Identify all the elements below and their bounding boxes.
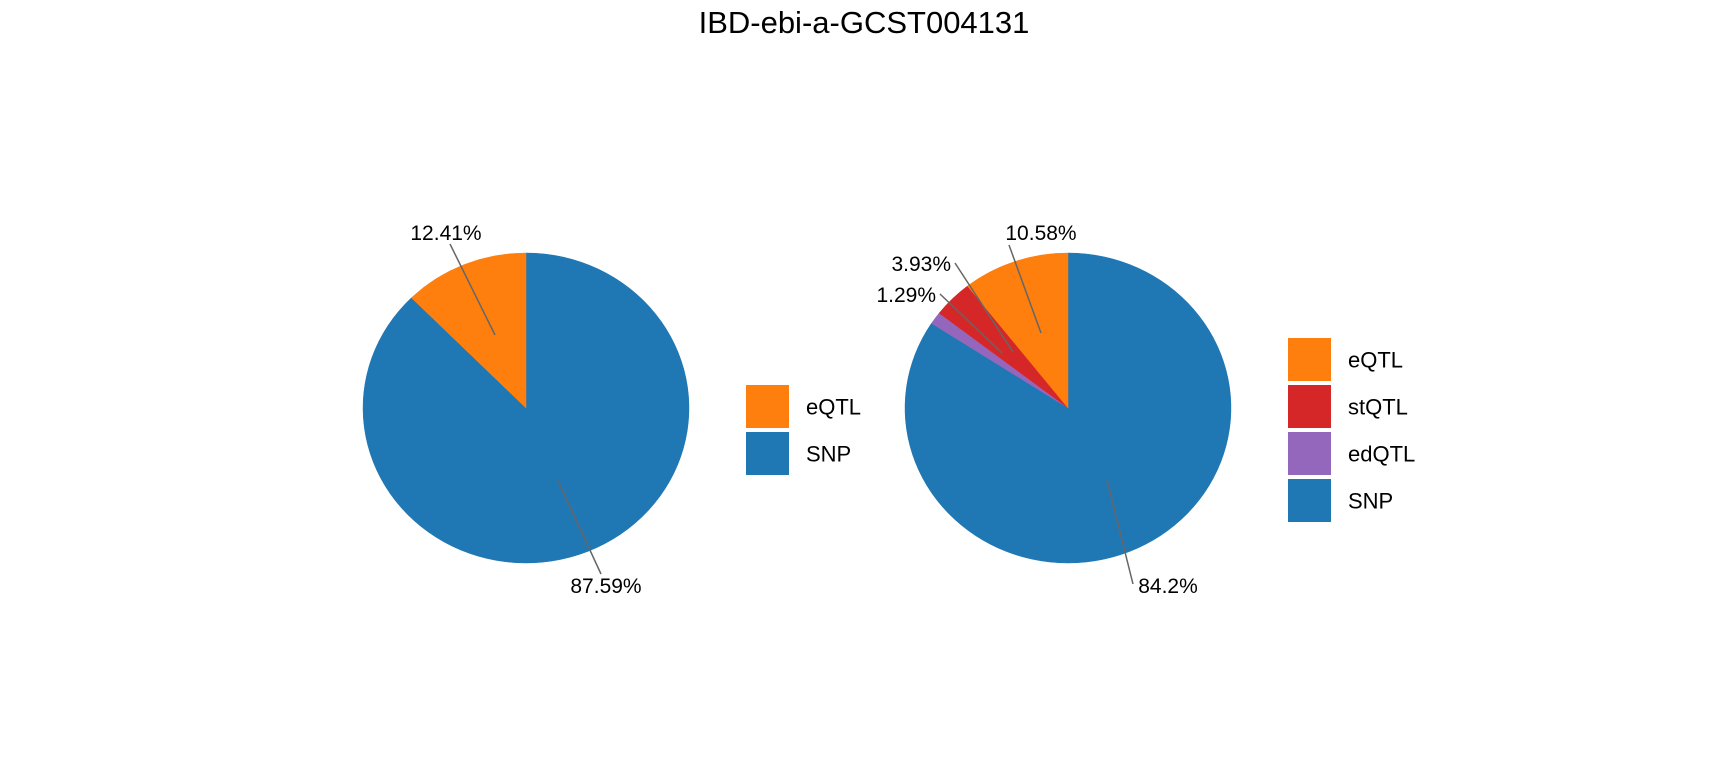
legend-right: eQTL stQTL edQTL SNP [1288, 338, 1415, 522]
legend-swatch-eqtl [1288, 338, 1331, 381]
legend-label-edqtl: edQTL [1348, 442, 1415, 467]
legend-label-eqtl: eQTL [806, 395, 861, 420]
legend-swatch-stqtl [1288, 385, 1331, 428]
leader-line-eqtl [449, 243, 496, 336]
pie-slice-eqtl [411, 252, 527, 409]
slice-label-edqtl: 1.29% [876, 284, 936, 307]
legend-label-eqtl: eQTL [1348, 348, 1403, 373]
legend-swatch-snp [746, 432, 789, 475]
leader-line-snp [1106, 479, 1134, 585]
pie-chart-right: 84.2% 1.29% 3.93% 10.58% [876, 222, 1232, 598]
leader-line-snp [557, 480, 602, 575]
legend-label-snp: SNP [806, 442, 851, 467]
legend-left: eQTL SNP [746, 385, 861, 475]
slice-label-snp: 87.59% [570, 575, 641, 598]
legend-swatch-edqtl [1288, 432, 1331, 475]
slice-label-eqtl: 10.58% [1005, 222, 1076, 245]
slice-label-stqtl: 3.93% [891, 253, 951, 276]
pie-chart-left: 87.59% 12.41% [362, 222, 690, 598]
chart-title: IBD-ebi-a-GCST004131 [699, 5, 1030, 40]
legend-label-snp: SNP [1348, 489, 1393, 514]
leader-line-eqtl [1008, 244, 1042, 334]
slice-label-eqtl: 12.41% [410, 222, 481, 245]
legend-label-stqtl: stQTL [1348, 395, 1408, 420]
legend-swatch-snp [1288, 479, 1331, 522]
leader-line-edqtl [939, 293, 1003, 354]
slice-label-snp: 84.2% [1138, 575, 1198, 598]
legend-swatch-eqtl [746, 385, 789, 428]
pie-slice-snp [904, 252, 1232, 564]
leader-line-stqtl [954, 262, 1014, 353]
